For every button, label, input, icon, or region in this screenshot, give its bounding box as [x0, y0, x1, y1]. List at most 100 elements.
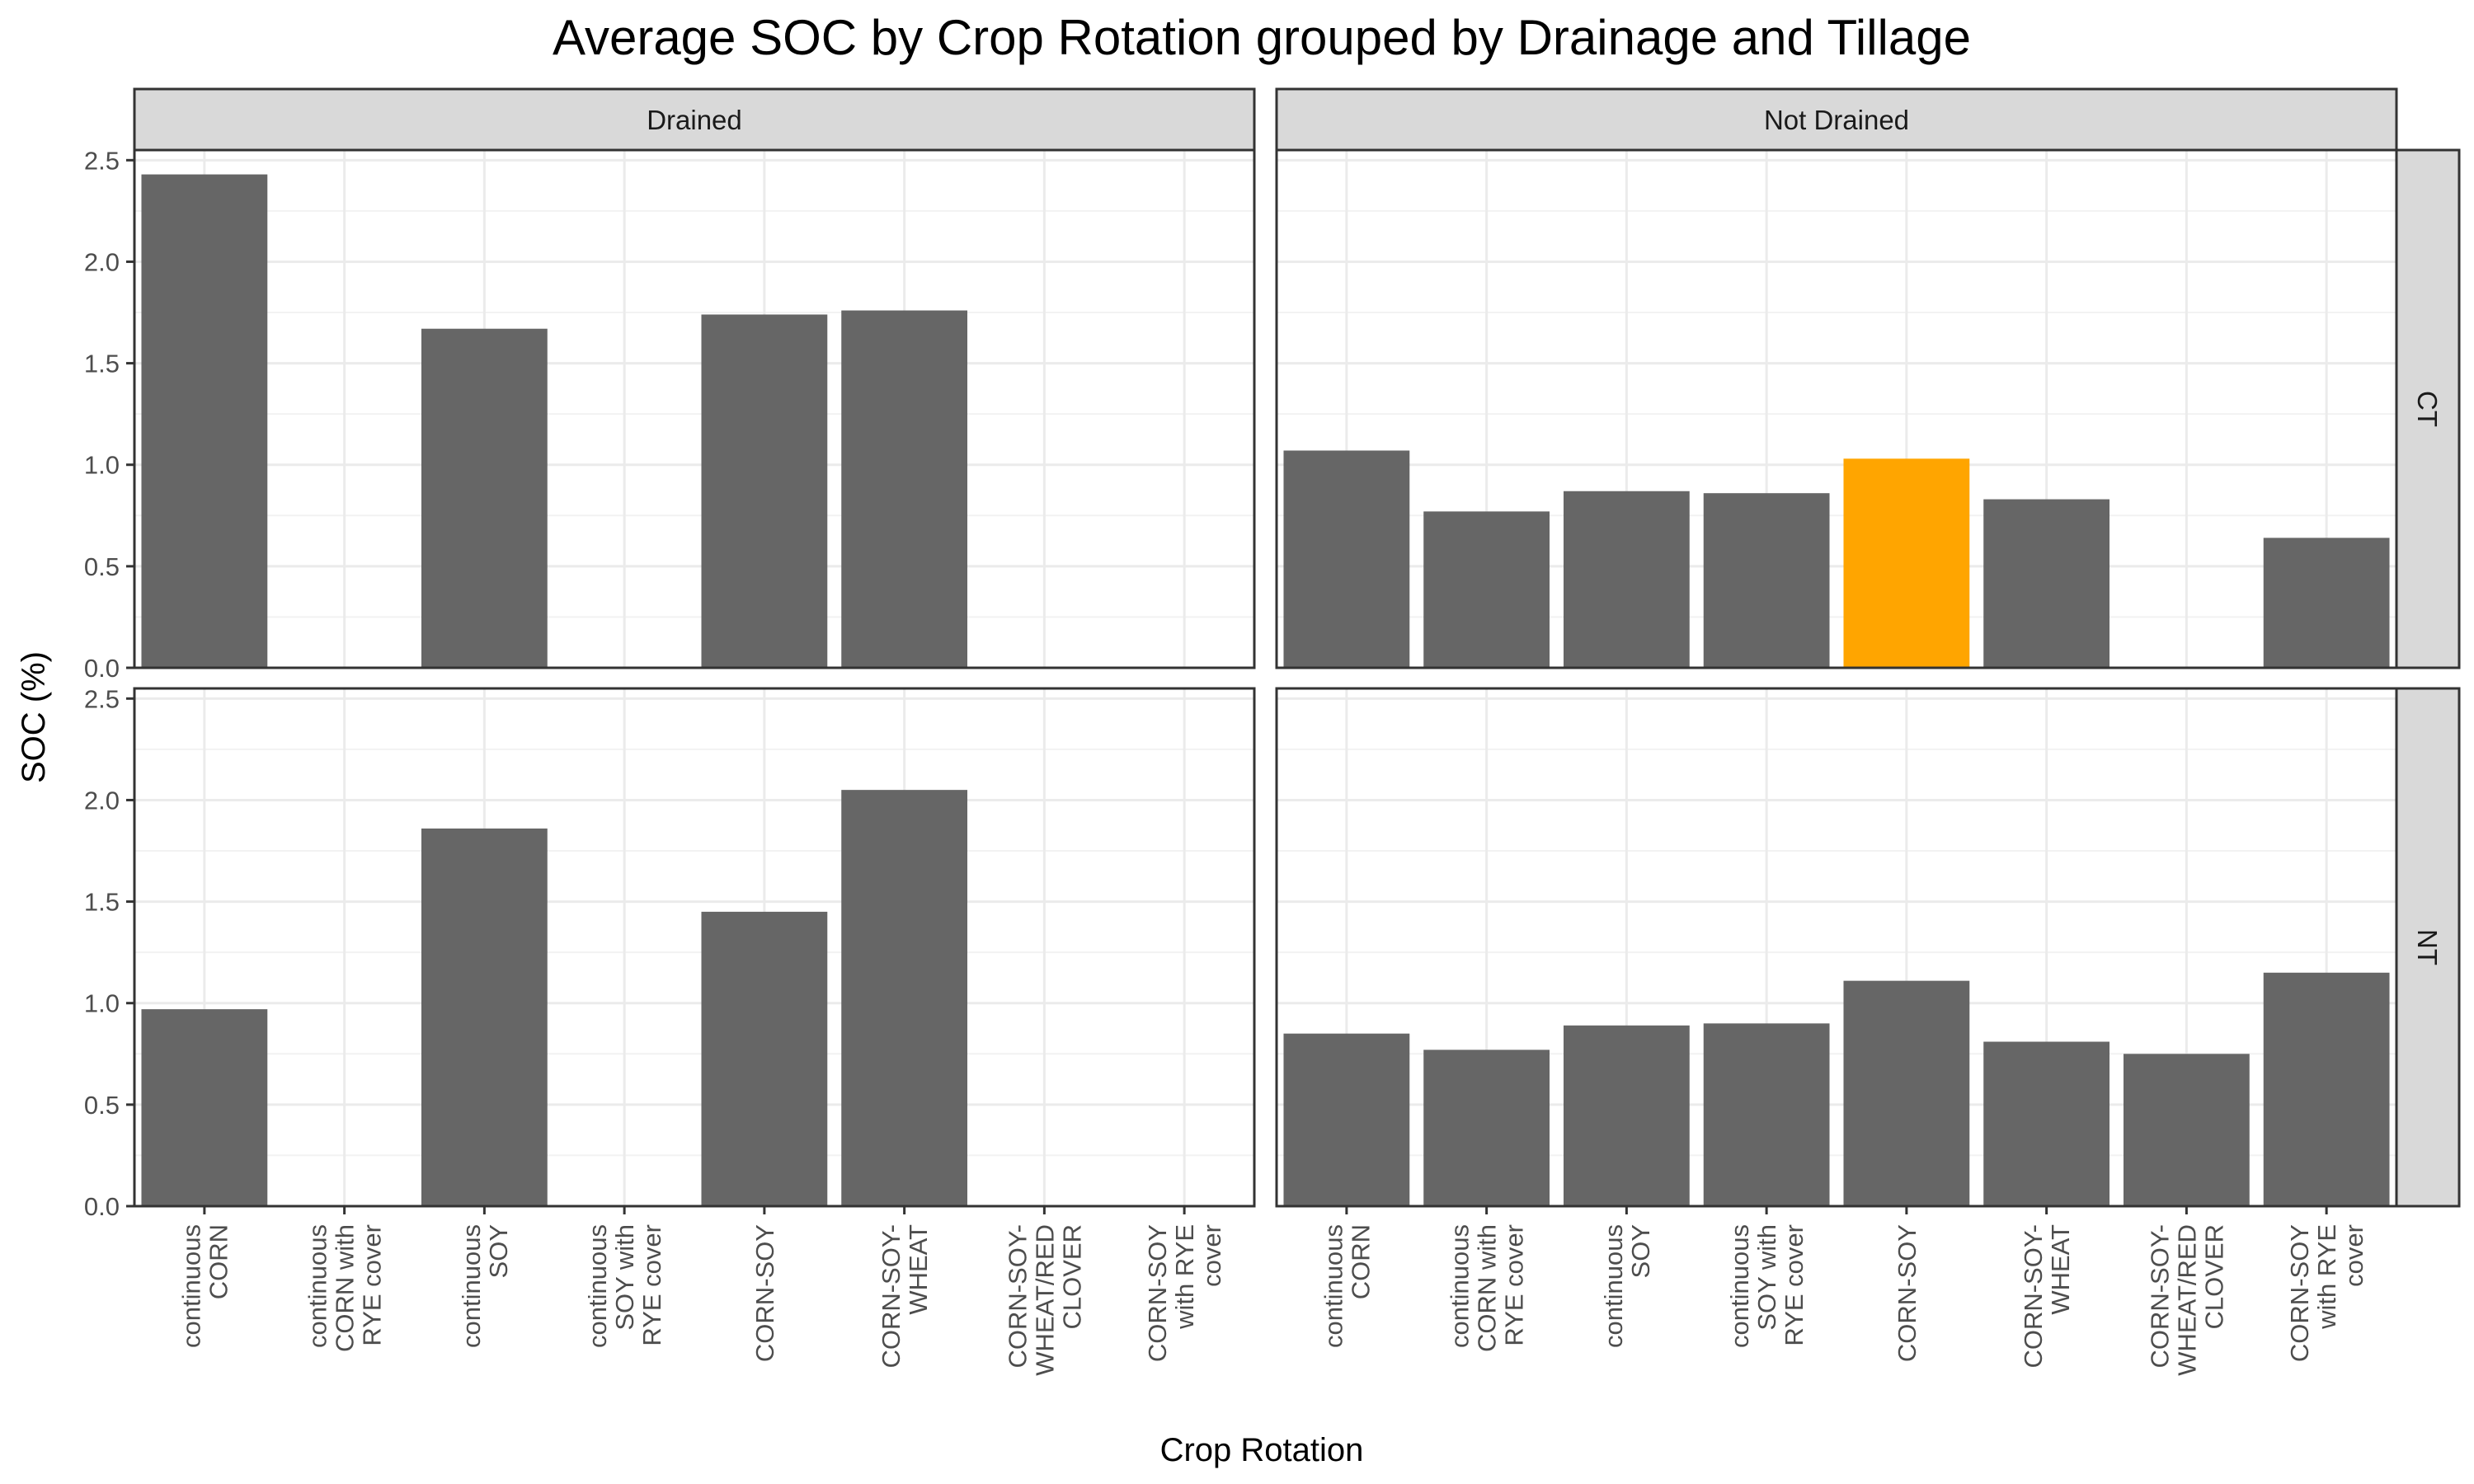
panel-1 [1275, 148, 2398, 669]
x-tick-label: CORN-SOYwith RYEcover [2285, 1224, 2368, 1362]
x-tick-label-line: CORN-SOY [2285, 1224, 2314, 1362]
bar [701, 314, 828, 668]
x-tick-label: continuousCORN [1319, 1224, 1375, 1348]
bar [1843, 980, 1970, 1206]
x-tick-label-line: with RYE [1170, 1224, 1199, 1330]
bar [1983, 499, 2110, 668]
panel-border [133, 687, 1256, 1208]
x-tick-label-line: continuous [1599, 1224, 1628, 1348]
y-tick-label: 2.5 [84, 684, 120, 713]
y-tick-label: 1.0 [84, 451, 120, 480]
bar [1563, 1025, 1690, 1206]
bar [1423, 1050, 1550, 1206]
row-strip-1 [2395, 687, 2461, 1208]
x-tick-label-line: CORN [204, 1224, 233, 1299]
x-tick-label-line: with RYE [2312, 1224, 2341, 1330]
x-tick-label-line: continuous [303, 1224, 332, 1348]
y-axis-title: SOC (%) [16, 651, 52, 783]
x-tick-label: CORN-SOY [1893, 1224, 1921, 1362]
y-tick-label: 2.0 [84, 247, 120, 276]
x-tick-label-line: CORN-SOY- [1003, 1224, 1032, 1369]
x-tick-label-line: continuous [583, 1224, 612, 1348]
panels-layer: Drained Not Drained CT NT 0.0 0.5 1.0 1.5 2.0 2.5… [84, 87, 2461, 1376]
x-tick-label-line: continuous [1446, 1224, 1475, 1348]
x-tick-label-line: CORN-SOY- [2145, 1224, 2174, 1369]
x-tick-label-line: cover [1197, 1224, 1226, 1287]
bar [141, 174, 268, 668]
bar [1423, 511, 1550, 668]
bar [841, 790, 968, 1206]
x-axis-title: Crop Rotation [1160, 1432, 1364, 1468]
x-tick-label: continuousCORN withRYE cover [1446, 1224, 1529, 1352]
bar [2263, 538, 2390, 668]
x-tick-label-line: SOY [1626, 1224, 1655, 1278]
panel-2 [133, 687, 1256, 1208]
y-tick-label: 1.5 [84, 350, 120, 378]
x-tick-label-line: SOY with [610, 1224, 639, 1331]
facet-strip-label: Drained [647, 105, 742, 135]
bar [1983, 1041, 2110, 1206]
panel-border [1275, 687, 2398, 1208]
y-tick-label: 1.5 [84, 888, 120, 917]
panel-border [133, 148, 1256, 669]
x-tick-label-line: continuous [176, 1224, 205, 1348]
bar [421, 828, 548, 1206]
x-tick-label-line: CLOVER [2199, 1224, 2228, 1329]
x-tick-label-line: CORN with [331, 1224, 360, 1352]
chart-title: Average SOC by Crop Rotation grouped by … [553, 10, 1971, 65]
x-tick-label-line: CORN-SOY [750, 1224, 779, 1362]
x-tick-label-line: CORN-SOY- [2019, 1224, 2048, 1369]
x-tick-label-line: CORN-SOY [1143, 1224, 1172, 1362]
bar [701, 911, 828, 1206]
x-tick-label-line: continuous [1319, 1224, 1348, 1348]
bar [1843, 458, 1970, 668]
y-tick-label: 0.0 [84, 1192, 120, 1221]
panel-background [134, 150, 1254, 668]
y-tick-label: 0.5 [84, 1091, 120, 1120]
bar [841, 310, 968, 668]
x-tick-label: CORN-SOY-WHEAT [877, 1224, 933, 1369]
bar [1703, 493, 1830, 668]
x-tick-label-line: WHEAT [2046, 1224, 2075, 1315]
x-tick-label-line: continuous [457, 1224, 486, 1348]
x-tick-label-line: SOY [484, 1224, 513, 1278]
panel-background [134, 688, 1254, 1206]
x-tick-label-line: continuous [1725, 1224, 1754, 1348]
x-tick-label-line: CORN with [1473, 1224, 1502, 1352]
x-tick-label: continuousSOY withRYE cover [1725, 1224, 1808, 1348]
x-tick-label: CORN-SOY [750, 1224, 779, 1362]
y-tick-label: 2.5 [84, 146, 120, 175]
x-tick-label-line: SOY with [1752, 1224, 1781, 1331]
x-tick-label-line: cover [2340, 1224, 2368, 1287]
facet-strip-1 [1275, 87, 2398, 152]
row-strip-0 [2395, 148, 2461, 669]
x-tick-label-line: RYE cover [637, 1224, 666, 1346]
x-tick-label-line: WHEAT/RED [2172, 1224, 2201, 1376]
x-tick-label-line: CLOVER [1057, 1224, 1086, 1329]
facet-strip-label: Not Drained [1764, 105, 1909, 135]
panel-0 [133, 148, 1256, 669]
x-tick-label-line: RYE cover [358, 1224, 387, 1346]
facet-strip-0 [133, 87, 1256, 152]
bar [421, 328, 548, 668]
x-tick-label-line: WHEAT [904, 1224, 933, 1315]
x-tick-label: CORN-SOY-WHEAT/REDCLOVER [2145, 1224, 2228, 1376]
x-tick-label: continuousSOY [1599, 1224, 1655, 1348]
y-tick-label: 0.5 [84, 552, 120, 581]
x-tick-label-line: CORN [1346, 1224, 1375, 1299]
bar [2123, 1054, 2250, 1206]
x-tick-label: continuousCORN withRYE cover [303, 1224, 387, 1352]
x-tick-label: continuousCORN [176, 1224, 233, 1348]
x-tick-label: continuousSOY withRYE cover [583, 1224, 666, 1348]
x-tick-label: CORN-SOY-WHEAT [2019, 1224, 2075, 1369]
y-tick-label: 0.0 [84, 654, 120, 683]
bar [1563, 491, 1690, 668]
bar [1283, 1033, 1410, 1206]
panel-border [1275, 148, 2398, 669]
x-tick-label-line: WHEAT/RED [1030, 1224, 1059, 1376]
x-tick-label-line: RYE cover [1780, 1224, 1808, 1346]
bar [141, 1009, 268, 1206]
x-tick-label: CORN-SOYwith RYEcover [1143, 1224, 1226, 1362]
x-tick-label-line: RYE cover [1500, 1224, 1529, 1346]
